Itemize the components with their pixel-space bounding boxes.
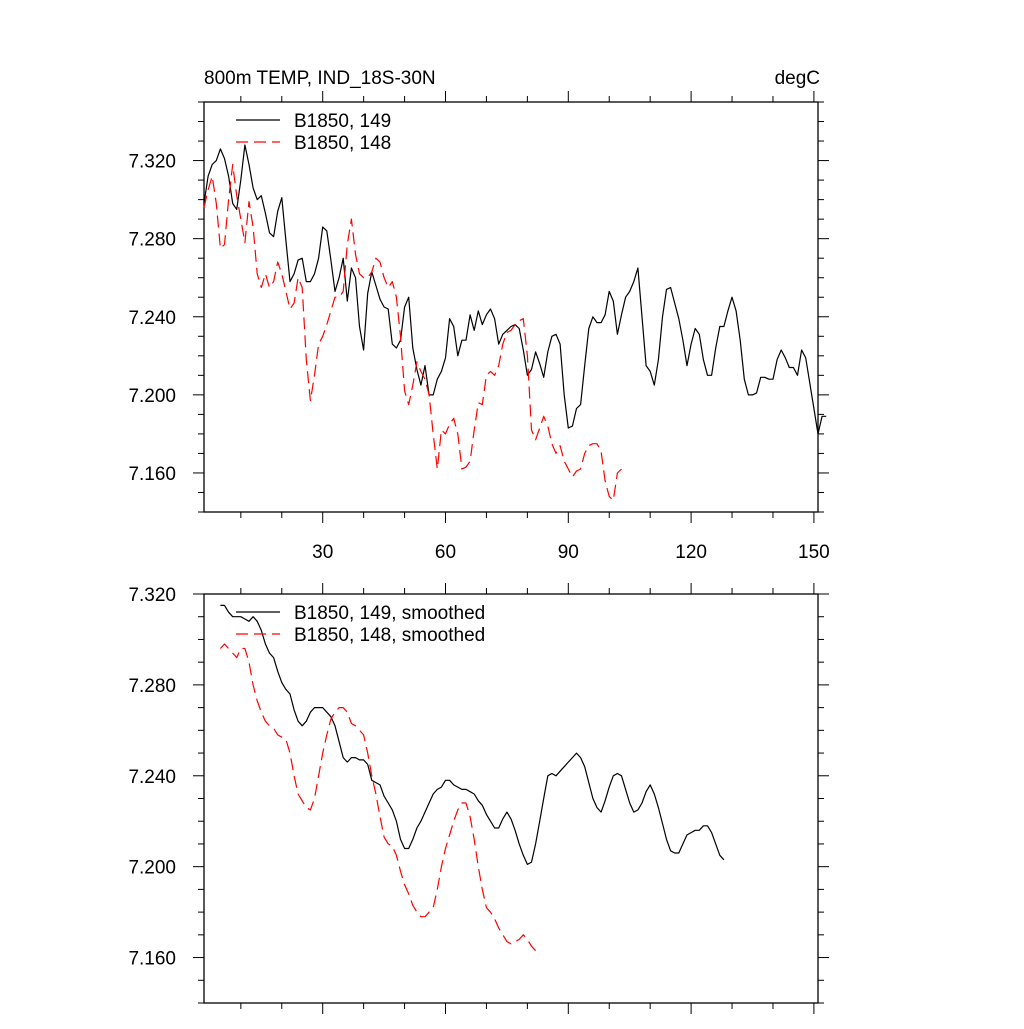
y-tick-label: 7.320	[128, 585, 176, 606]
legend-label: B1850, 149	[294, 111, 391, 132]
units-label: degC	[775, 68, 820, 89]
y-tick-label: 7.160	[128, 949, 176, 970]
series-line-148	[219, 643, 537, 952]
y-tick-label: 7.280	[128, 676, 176, 697]
plot-frame	[203, 593, 819, 1004]
legend-label: B1850, 148	[294, 133, 391, 154]
series-line-149	[203, 144, 827, 435]
y-tick-label: 7.200	[128, 386, 176, 407]
y-tick-label: 7.200	[128, 858, 176, 879]
legend-label: B1850, 148, smoothed	[294, 625, 485, 646]
y-tick-label: 7.280	[128, 230, 176, 251]
y-tick-label: 7.240	[128, 308, 176, 329]
x-tick-label: 90	[558, 542, 579, 563]
y-tick-label: 7.240	[128, 767, 176, 788]
y-tick-label: 7.320	[128, 152, 176, 173]
x-tick-label: 120	[675, 542, 707, 563]
plot-frame	[203, 101, 819, 513]
panel-bottom: 7.160 7.200 7.240 7.280 7.320 B1850, 149, smo…	[128, 583, 829, 1014]
series-line-149	[220, 604, 725, 866]
legend-label: B1850, 149, smoothed	[294, 603, 485, 624]
panel-top: 7.160 7.200 7.240 7.280 7.320 30 60 90 120 150 B18…	[128, 91, 830, 563]
series-line-148	[203, 163, 622, 501]
x-tick-label: 150	[798, 542, 830, 563]
y-tick-label: 7.160	[128, 464, 176, 485]
x-tick-label: 60	[435, 542, 456, 563]
x-tick-label: 30	[312, 542, 333, 563]
chart-title: 800m TEMP, IND_18S-30N	[204, 68, 436, 89]
